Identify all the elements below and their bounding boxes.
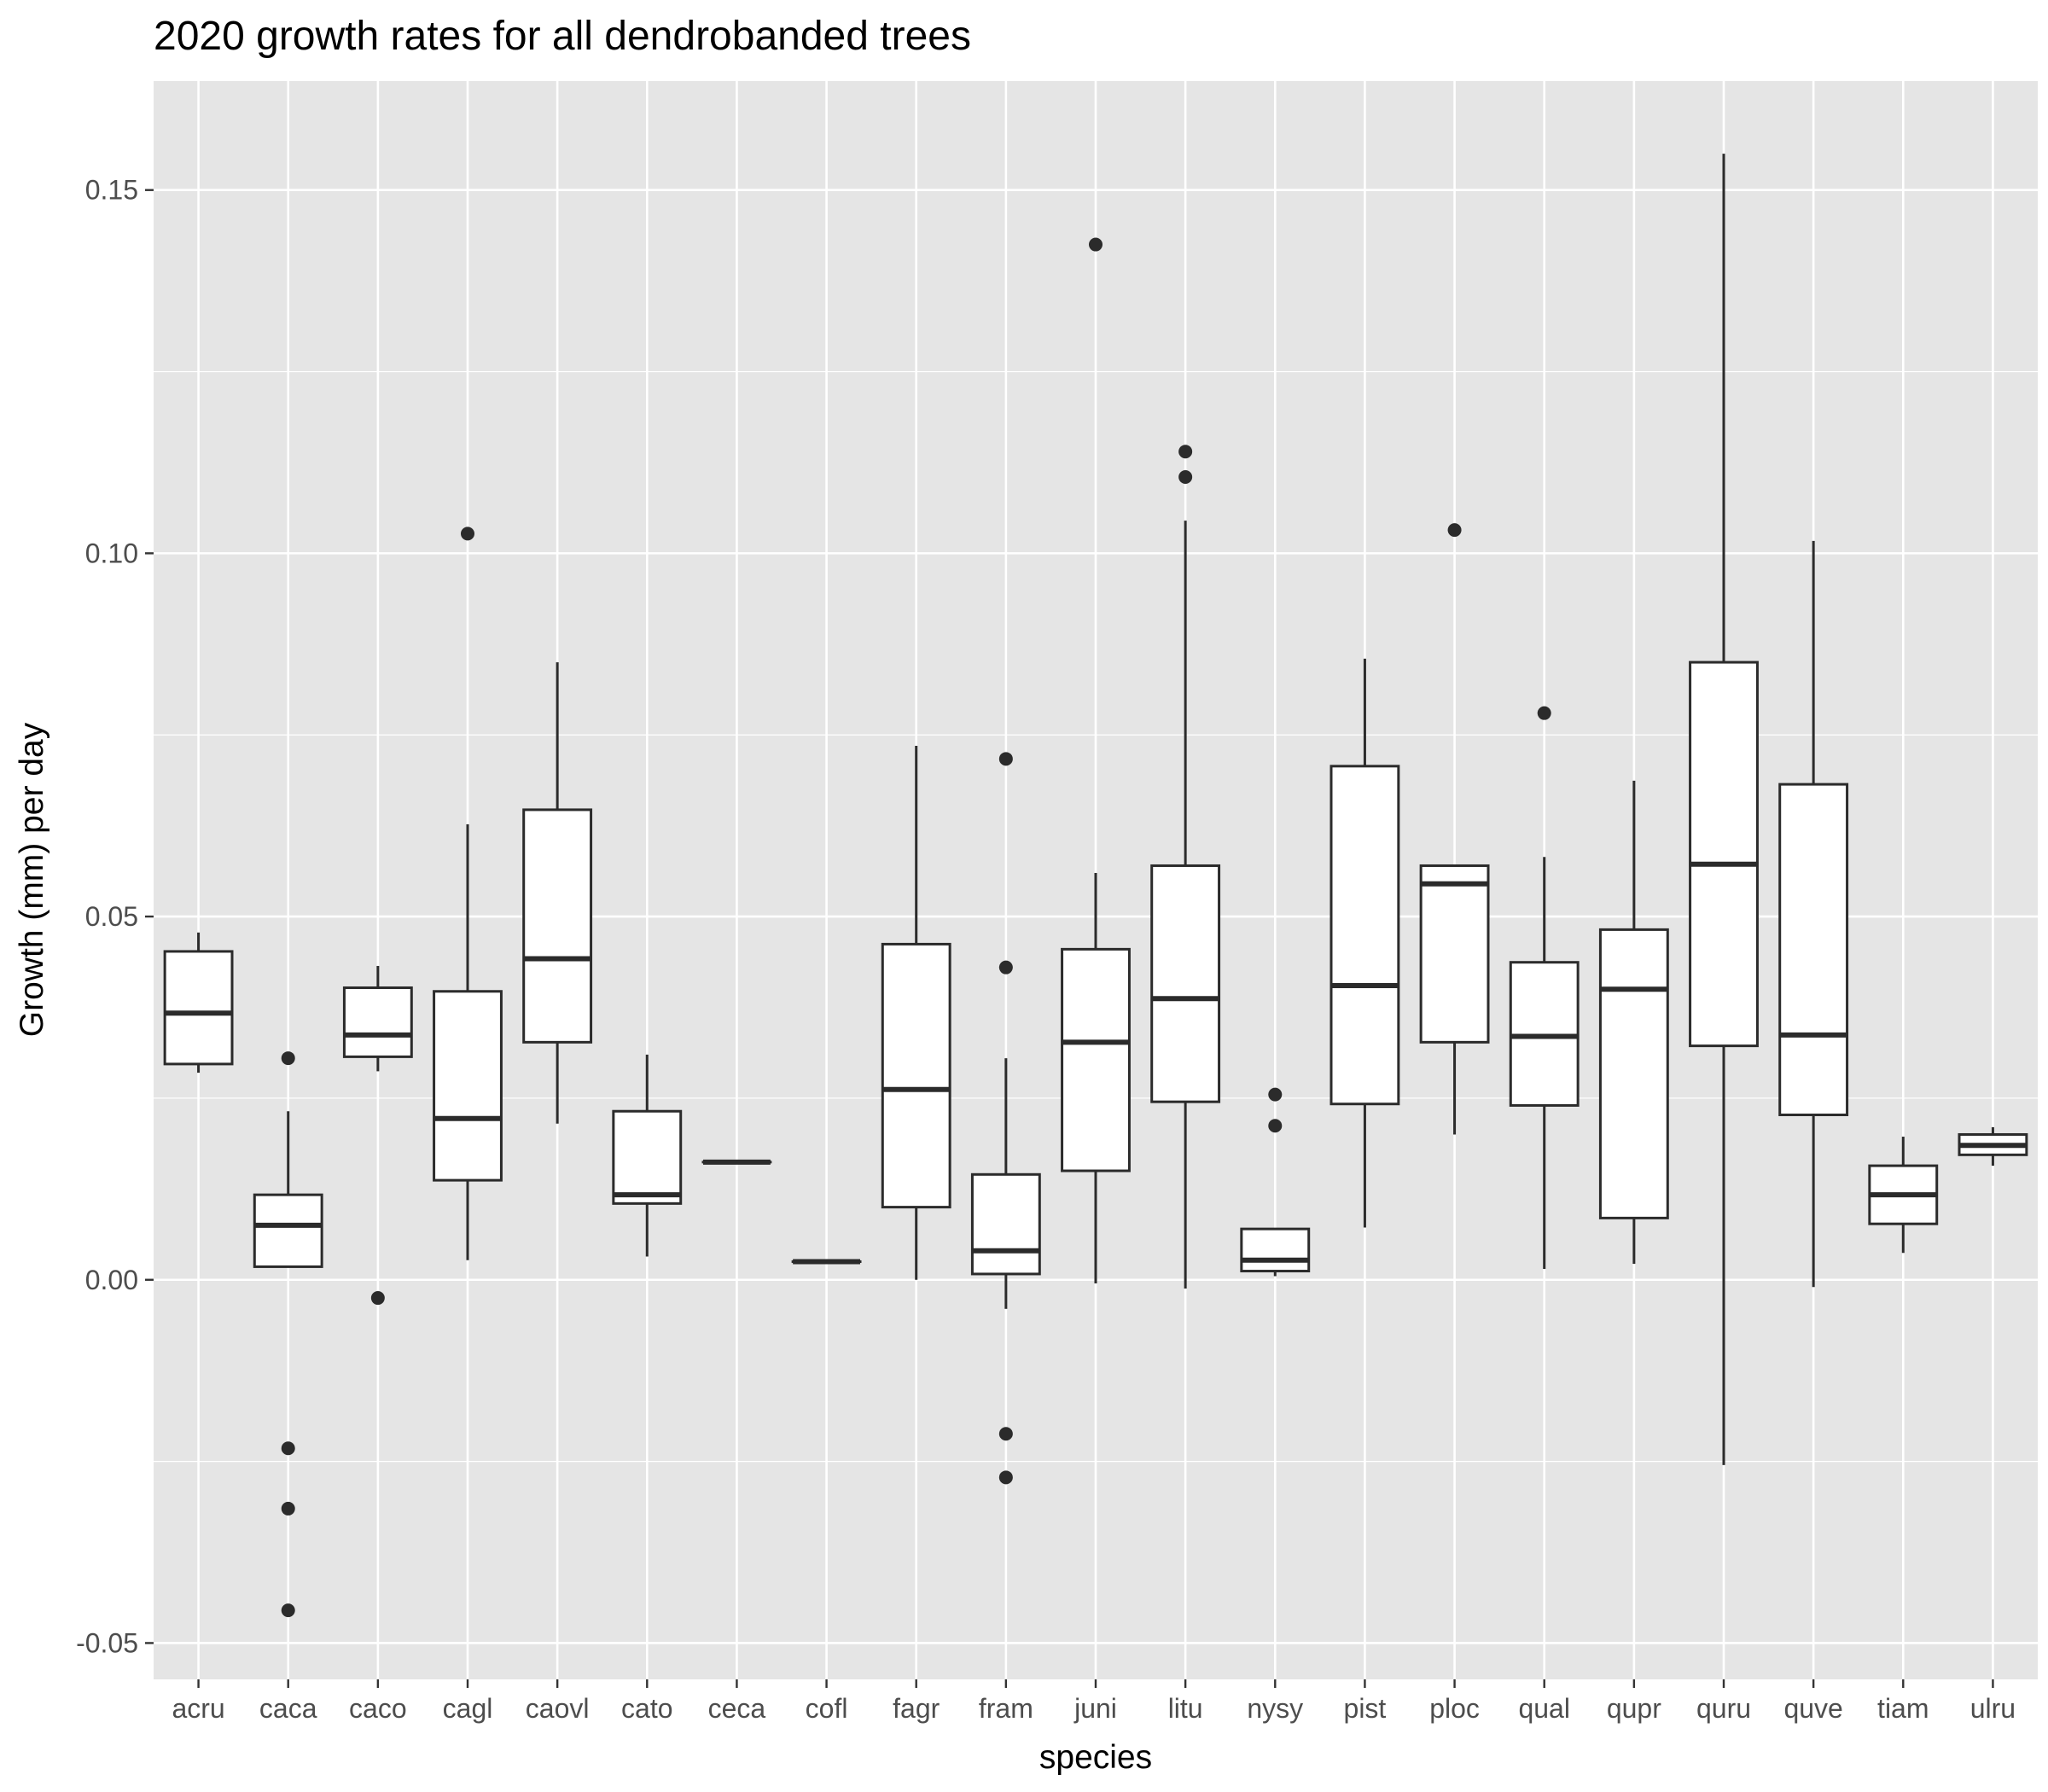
x-axis-title: species xyxy=(1039,1739,1152,1776)
box-iqr xyxy=(1598,928,1669,1219)
chart-title: 2020 growth rates for all dendrobanded t… xyxy=(154,14,971,59)
outlier-point xyxy=(281,1603,295,1618)
box-acru xyxy=(163,932,234,1073)
outlier-point xyxy=(998,1470,1013,1485)
y-tick-label: -0.05 xyxy=(76,1627,138,1658)
outlier-point xyxy=(998,1427,1013,1441)
box-iqr xyxy=(342,986,413,1058)
y-tick-label: 0.05 xyxy=(85,901,138,932)
x-tick-label: caca xyxy=(259,1693,317,1724)
x-tick-label: cofl xyxy=(806,1693,848,1724)
box-juni xyxy=(1061,237,1131,1284)
box-fram xyxy=(970,752,1041,1485)
box-iqr xyxy=(1419,864,1490,1044)
box-caca xyxy=(253,1051,323,1618)
box-iqr xyxy=(163,950,234,1066)
box-iqr xyxy=(1329,765,1400,1106)
box-qual xyxy=(1509,706,1580,1269)
box-iqr xyxy=(253,1193,323,1268)
box-quve xyxy=(1778,540,1849,1288)
x-tick-label: juni xyxy=(1073,1693,1117,1724)
x-tick-label: pist xyxy=(1344,1693,1387,1724)
x-tick-label: fram xyxy=(979,1693,1033,1724)
box-ploc xyxy=(1419,523,1490,1135)
outlier-point xyxy=(281,1501,295,1516)
box-iqr xyxy=(1240,1227,1311,1273)
box-iqr xyxy=(1689,660,1759,1048)
box-cato xyxy=(612,1054,683,1257)
outlier-point xyxy=(1089,237,1103,252)
box-layer xyxy=(163,154,2028,1618)
x-tick-label: qupr xyxy=(1607,1693,1661,1724)
y-axis: -0.05 0.00 0.05 0.10 0.15 xyxy=(76,175,154,1658)
y-axis-title: Growth (mm) per day xyxy=(14,722,50,1037)
box-ulru xyxy=(1958,1126,2028,1167)
box-qupr xyxy=(1598,780,1669,1265)
box-fagr xyxy=(881,745,951,1280)
outlier-point xyxy=(1447,523,1462,538)
x-tick-label: quve xyxy=(1783,1693,1842,1724)
x-axis: acru caca caco cagl caovl cato ceca cofl fagr fra… xyxy=(172,1679,2016,1724)
x-tick-label: quru xyxy=(1696,1693,1751,1724)
y-tick-label: 0.15 xyxy=(85,175,138,206)
box-iqr xyxy=(612,1109,683,1205)
outlier-point xyxy=(1268,1087,1283,1102)
box-iqr xyxy=(1150,864,1221,1103)
box-iqr xyxy=(1778,783,1849,1116)
outlier-point xyxy=(1268,1119,1283,1133)
outlier-point xyxy=(1178,445,1193,459)
outlier-point xyxy=(1178,469,1193,484)
outlier-point xyxy=(281,1051,295,1066)
box-tiam xyxy=(1868,1137,1939,1254)
box-quru xyxy=(1689,154,1759,1465)
y-tick-label: 0.00 xyxy=(85,1265,138,1295)
x-tick-label: tiam xyxy=(1877,1693,1929,1724)
outlier-point xyxy=(1537,706,1551,720)
x-tick-label: acru xyxy=(172,1693,224,1724)
x-tick-label: fagr xyxy=(893,1693,940,1724)
box-litu xyxy=(1150,445,1221,1289)
outlier-point xyxy=(281,1441,295,1456)
x-tick-label: cato xyxy=(621,1693,672,1724)
x-tick-label: caovl xyxy=(526,1693,590,1724)
box-caovl xyxy=(522,662,593,1124)
outlier-point xyxy=(998,752,1013,766)
box-iqr xyxy=(522,808,593,1044)
box-iqr xyxy=(1061,947,1131,1172)
box-iqr xyxy=(881,942,951,1209)
x-tick-label: nysy xyxy=(1247,1693,1303,1724)
x-tick-label: ulru xyxy=(1970,1693,2016,1724)
x-tick-label: caco xyxy=(349,1693,407,1724)
box-pist xyxy=(1329,658,1400,1228)
outlier-point xyxy=(461,527,474,541)
box-iqr xyxy=(970,1172,1041,1276)
box-cagl xyxy=(433,527,503,1260)
x-tick-label: litu xyxy=(1168,1693,1203,1724)
x-tick-label: ceca xyxy=(708,1693,766,1724)
x-tick-label: qual xyxy=(1518,1693,1570,1724)
box-caco xyxy=(342,965,413,1306)
x-tick-label: cagl xyxy=(443,1693,493,1724)
y-tick-label: 0.10 xyxy=(85,538,138,568)
outlier-point xyxy=(998,960,1013,975)
box-iqr xyxy=(433,990,503,1182)
outlier-point xyxy=(370,1291,385,1306)
x-tick-label: ploc xyxy=(1429,1693,1480,1724)
box-nysy xyxy=(1240,1087,1311,1277)
